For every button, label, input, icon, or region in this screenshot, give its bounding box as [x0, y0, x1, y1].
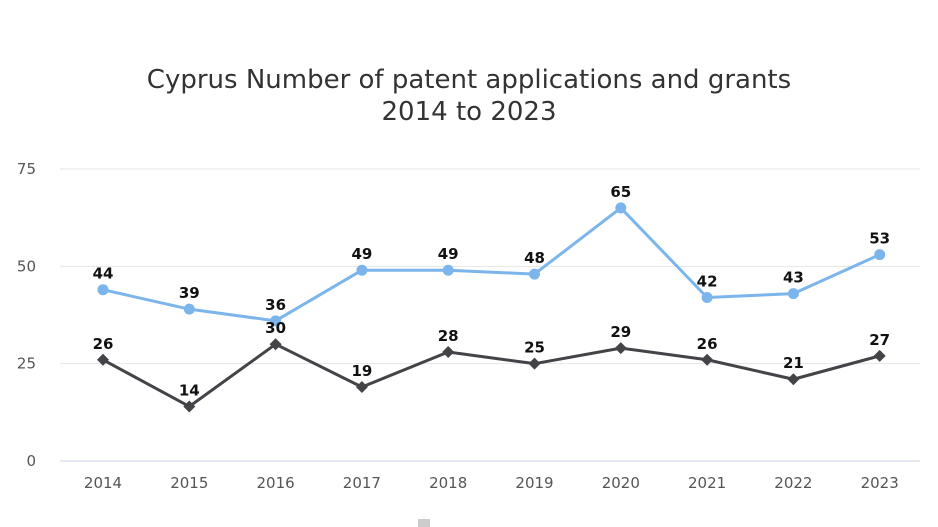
series-1-data-label: 53 — [869, 230, 890, 248]
series-2-point — [269, 338, 282, 351]
series-2-data-label: 19 — [351, 362, 372, 380]
series-1-point — [615, 202, 627, 214]
series-1-point — [529, 268, 540, 280]
y-tick-label: 25 — [17, 355, 36, 373]
series-1-point — [270, 315, 282, 327]
series-1-data-label: 65 — [610, 183, 631, 201]
series-1-point — [356, 264, 368, 276]
x-tick-label: 2015 — [170, 474, 208, 492]
series-2-point — [97, 353, 109, 366]
series-1-line — [102, 206, 881, 323]
chart-title: Cyprus Number of patent applications and… — [0, 64, 938, 128]
chart-title-line-1: Cyprus Number of patent applications and… — [146, 65, 792, 95]
series-2-data-label: 29 — [610, 323, 631, 341]
series-2-data-label: 26 — [93, 335, 114, 353]
series-2-data-label: 14 — [179, 381, 200, 399]
x-tick-label: 2020 — [602, 474, 640, 492]
series-1-point — [442, 264, 454, 276]
series-1-data-label: 39 — [179, 284, 200, 302]
series-1-data-label: 49 — [351, 245, 372, 263]
series-2-line — [102, 342, 881, 408]
series-1-point — [97, 284, 109, 296]
x-tick-label: 2018 — [429, 474, 467, 492]
x-tick-label: 2017 — [343, 474, 381, 492]
series-1-data-label: 36 — [265, 296, 286, 314]
series-2-data-label: 25 — [524, 339, 545, 357]
series-2-point — [528, 357, 541, 370]
y-tick-label: 75 — [17, 160, 36, 178]
series-2-data-label: 26 — [697, 335, 718, 353]
x-tick-label: 2016 — [257, 474, 295, 492]
series-1-point — [787, 288, 799, 300]
y-tick-label: 0 — [26, 452, 36, 470]
series-2-point — [787, 373, 800, 386]
series-1-point — [183, 303, 195, 315]
series-1-data-label: 42 — [697, 272, 718, 290]
series-1-data-label: 44 — [93, 265, 114, 283]
y-tick-label: 50 — [17, 257, 36, 275]
series-1-point — [874, 249, 886, 261]
series-2-data-label: 28 — [438, 327, 459, 345]
series-2-data-label: 30 — [265, 319, 286, 337]
series-2-point — [873, 349, 886, 362]
x-tick-label: 2021 — [688, 474, 726, 492]
series-1-data-label: 43 — [783, 269, 804, 287]
x-tick-label: 2022 — [774, 474, 812, 492]
chart-title-line-2: 2014 to 2023 — [381, 97, 557, 127]
legend-fragment-icon — [418, 519, 430, 527]
series-2-point — [614, 342, 627, 355]
x-tick-label: 2019 — [515, 474, 553, 492]
x-tick-label: 2014 — [84, 474, 122, 492]
series-2-point — [183, 400, 196, 413]
series-2-data-label: 21 — [783, 354, 804, 372]
series-2-data-label: 27 — [869, 331, 890, 349]
x-tick-label: 2023 — [861, 474, 899, 492]
series-1-point — [701, 291, 713, 303]
series-1-data-label: 48 — [524, 249, 545, 267]
series-2-point — [355, 381, 368, 394]
series-1-data-label: 49 — [438, 245, 459, 263]
series-2-point — [442, 345, 455, 358]
series-2-point — [701, 353, 714, 366]
